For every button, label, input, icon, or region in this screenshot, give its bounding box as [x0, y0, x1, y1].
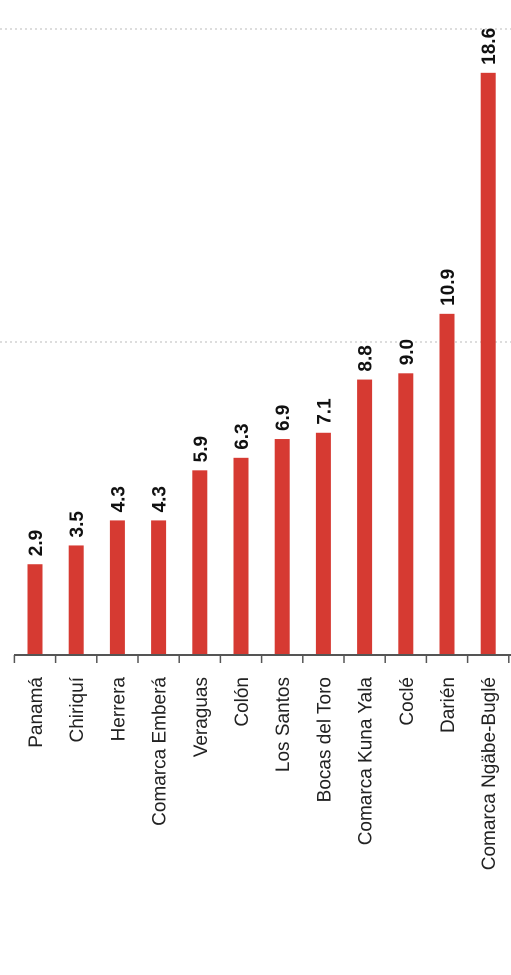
- data-label: 10.9: [438, 269, 459, 306]
- bar-9: [398, 373, 414, 655]
- data-label: 5.9: [191, 436, 212, 462]
- data-label: 8.8: [356, 345, 377, 371]
- category-label: Coclé: [397, 677, 418, 726]
- bar-7: [315, 432, 331, 655]
- data-label: 6.3: [232, 423, 253, 449]
- gridlines: [0, 28, 511, 343]
- category-label: Panamá: [26, 677, 47, 748]
- bar-3: [151, 520, 167, 655]
- category-label: Darién: [438, 677, 459, 733]
- category-label: Chiriquí: [67, 676, 88, 742]
- bar-5: [233, 457, 249, 655]
- bar-10: [439, 313, 455, 655]
- category-label: Colón: [232, 677, 253, 727]
- category-label: Los Santos: [273, 677, 294, 772]
- category-axis: [13, 654, 511, 663]
- bar-8: [357, 379, 373, 655]
- data-label: 4.3: [150, 486, 171, 512]
- labels: 2.9 Panamá 3.5 Chiriquí 4.3 Herrera 4.3 Comarca…: [26, 28, 500, 870]
- category-label: Herrera: [108, 677, 129, 742]
- data-label: 2.9: [26, 530, 47, 556]
- bar-4: [192, 470, 208, 655]
- bar-6: [274, 439, 290, 655]
- data-label: 4.3: [108, 486, 129, 512]
- category-label: Comarca Ngäbe-Buglé: [479, 677, 500, 870]
- category-label: Veraguas: [191, 677, 212, 757]
- data-label: 9.0: [397, 339, 418, 365]
- category-label: Bocas del Toro: [314, 677, 335, 802]
- data-label: 3.5: [67, 511, 88, 538]
- bar-1: [68, 545, 84, 655]
- bars: [27, 72, 496, 655]
- data-label: 18.6: [479, 28, 500, 65]
- bar-2: [109, 520, 125, 655]
- category-label: Comarca Kuna Yala: [356, 677, 377, 846]
- bar-11: [480, 72, 496, 655]
- data-label: 6.9: [273, 405, 294, 431]
- category-label: Comarca Emberá: [150, 677, 171, 826]
- bar-0: [27, 564, 43, 655]
- data-label: 7.1: [314, 398, 335, 425]
